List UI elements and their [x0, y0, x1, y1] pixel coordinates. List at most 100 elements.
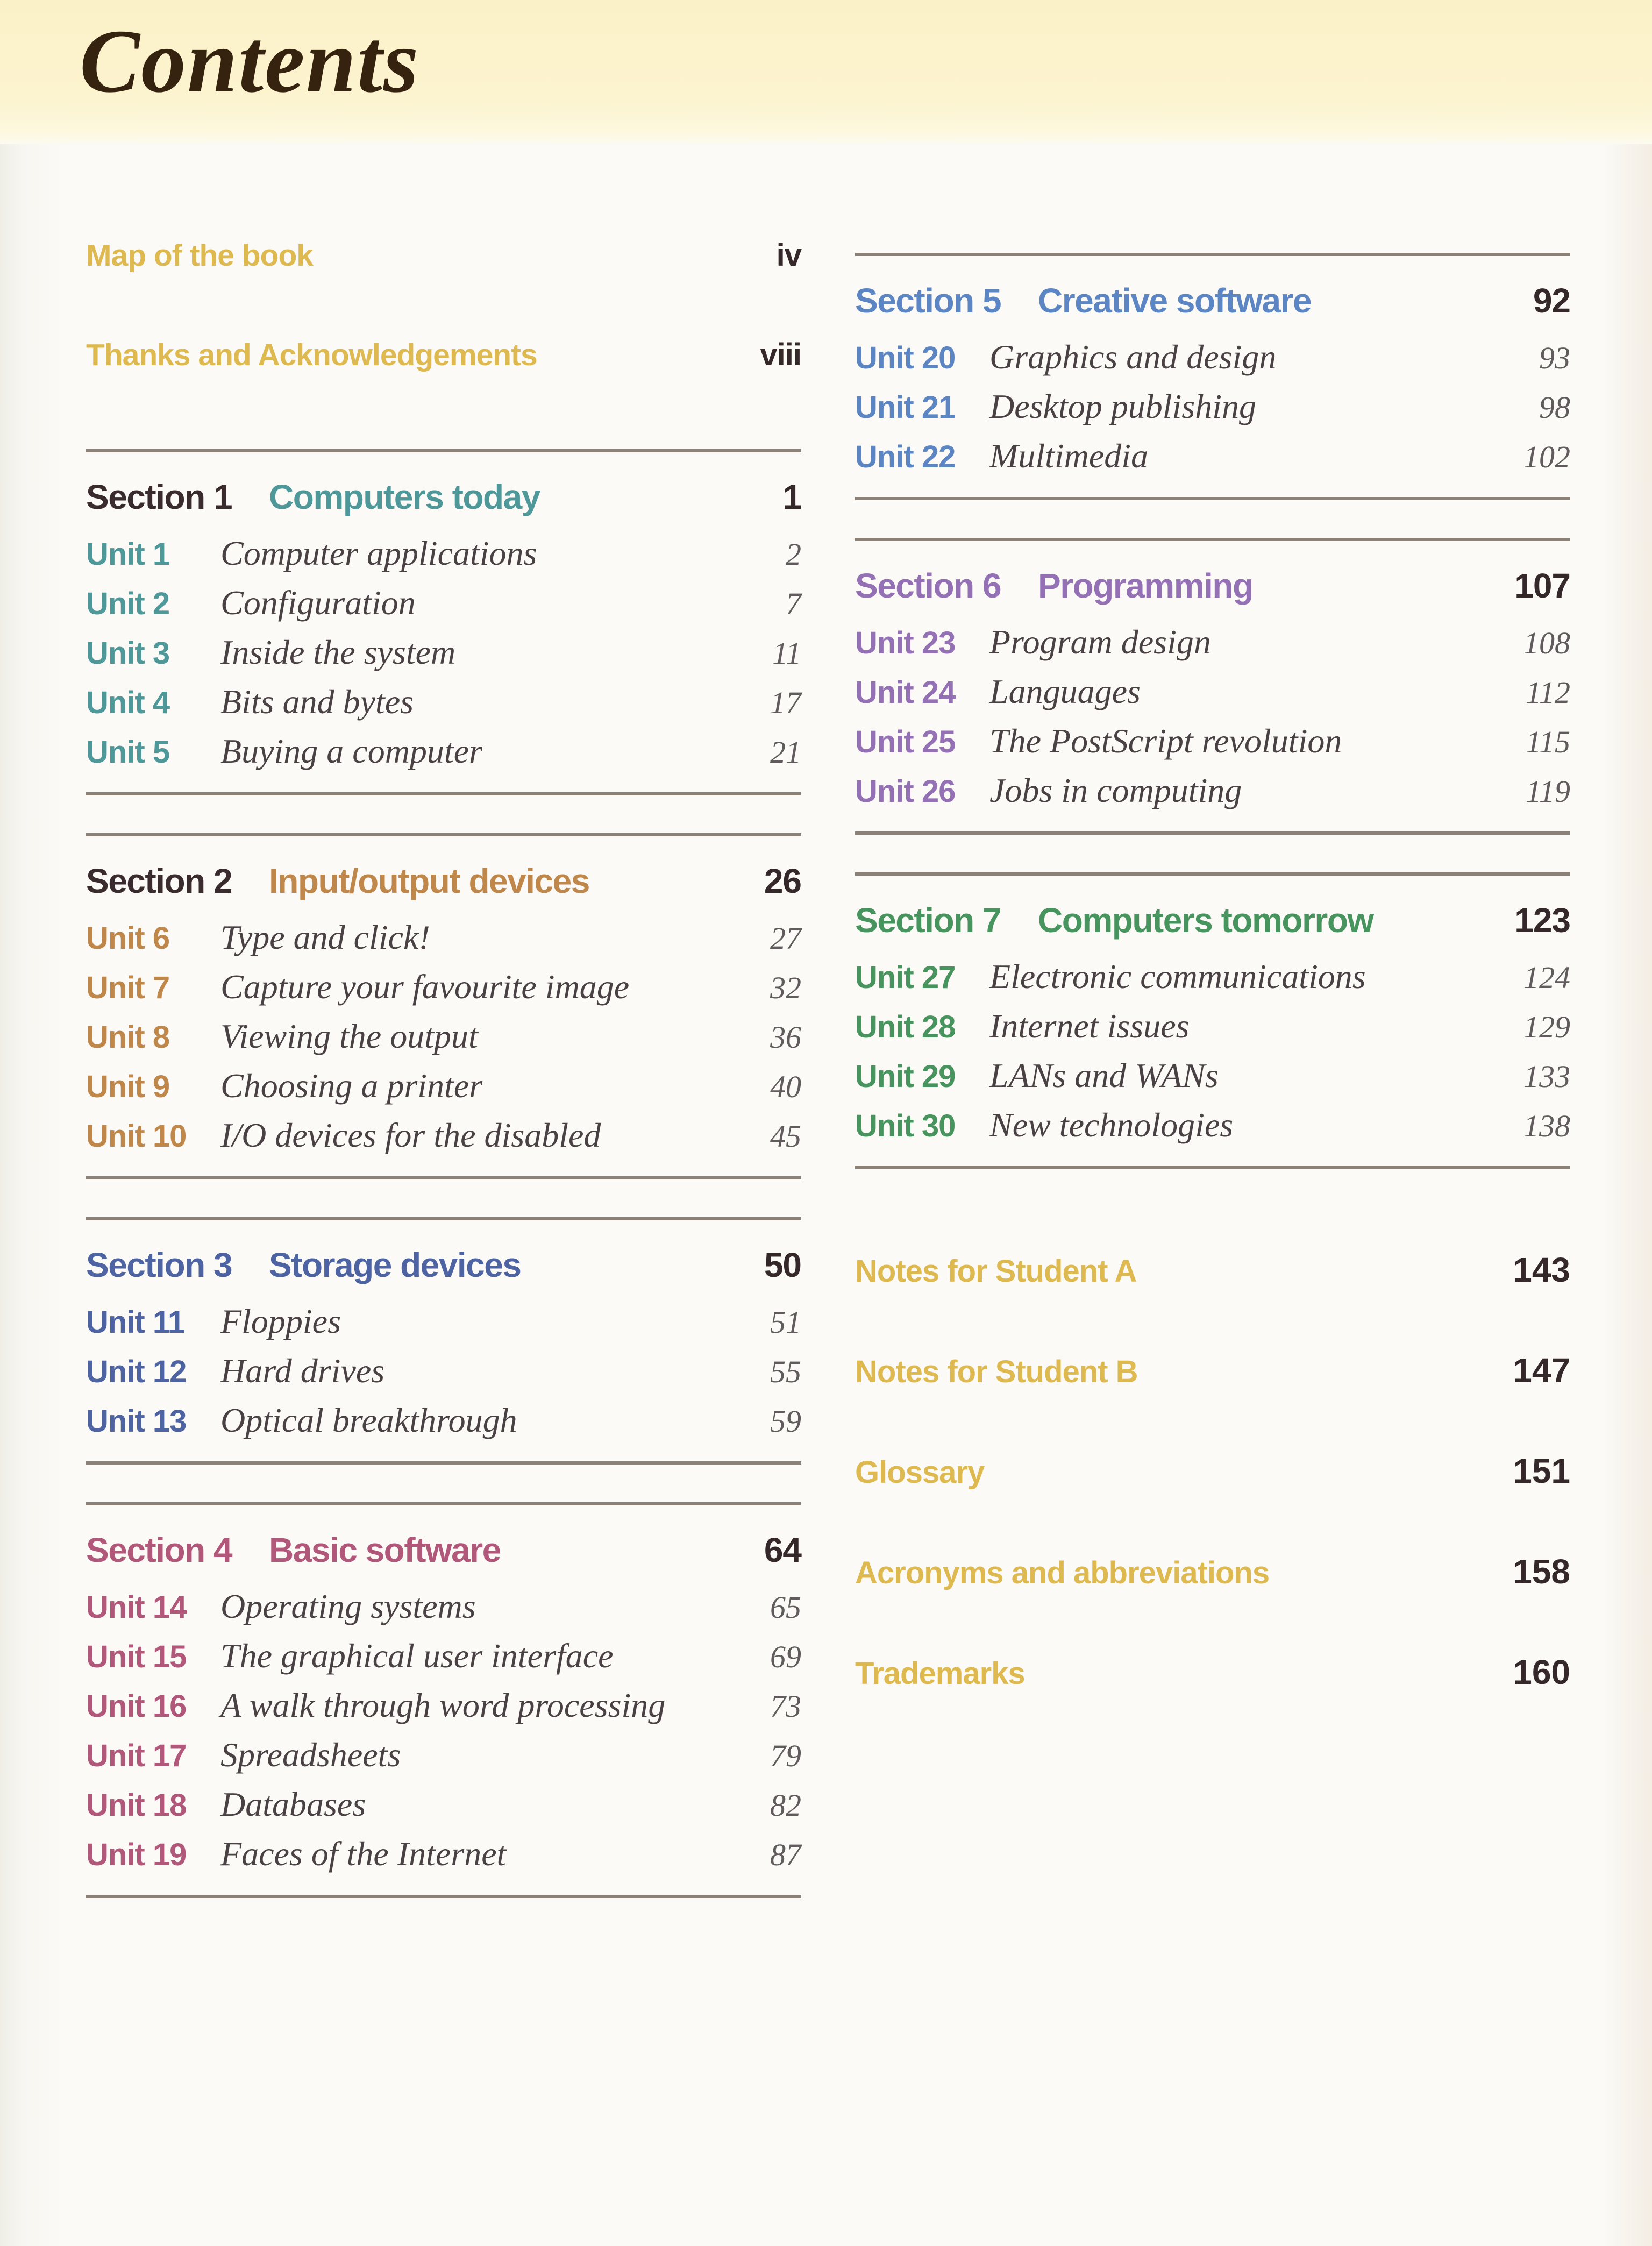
divider	[86, 1217, 801, 1220]
unit-title: New technologies	[989, 1106, 1234, 1144]
section-block-1: Section 1 Computers today 1 Unit 1 Compu…	[86, 449, 802, 795]
unit-label: Unit 27	[855, 960, 956, 995]
unit-label: Unit 20	[855, 340, 956, 375]
unit-page-number: 69	[770, 1639, 801, 1674]
unit-row: Unit 24 Languages 112	[855, 673, 1570, 711]
unit-title: Graphics and design	[989, 338, 1277, 376]
unit-page-number: 11	[772, 636, 801, 671]
section-label: Section 4	[86, 1531, 233, 1569]
unit-page-number: 108	[1523, 626, 1570, 660]
unit-page-number: 21	[770, 735, 801, 770]
section-title: Computers tomorrow	[1038, 901, 1374, 940]
unit-label: Unit 22	[855, 439, 956, 474]
unit-title: Choosing a printer	[220, 1067, 483, 1105]
entry-page-number: 147	[1513, 1351, 1570, 1390]
section-block-5: Section 5 Creative software 92 Unit 20 G…	[855, 253, 1571, 500]
section-heading: Section 5 Creative software 92	[855, 281, 1571, 321]
section-heading: Section 1 Computers today 1	[86, 477, 802, 517]
unit-label: Unit 9	[86, 1069, 170, 1104]
entry-page-number: iv	[776, 238, 802, 273]
unit-page-number: 138	[1523, 1108, 1570, 1143]
unit-page-number: 55	[770, 1354, 801, 1389]
unit-page-number: 93	[1539, 340, 1570, 375]
unit-row: Unit 9 Choosing a printer 40	[86, 1068, 801, 1105]
unit-label: Unit 16	[86, 1689, 187, 1724]
unit-row: Unit 7 Capture your favourite image 32	[86, 969, 801, 1006]
section-label: Section 3	[86, 1246, 233, 1284]
entry-page-number: 143	[1513, 1250, 1570, 1289]
unit-page-number: 17	[770, 685, 801, 720]
unit-label: Unit 11	[86, 1305, 185, 1340]
unit-label: Unit 14	[86, 1590, 187, 1625]
unit-label: Unit 5	[86, 735, 170, 770]
unit-label: Unit 19	[86, 1837, 187, 1872]
entry-label: Acronyms and abbreviations	[855, 1555, 1270, 1590]
unit-row: Unit 12 Hard drives 55	[86, 1353, 801, 1390]
section-heading: Section 6 Programming 107	[855, 566, 1571, 606]
unit-label: Unit 13	[86, 1404, 187, 1439]
unit-page-number: 45	[770, 1119, 801, 1154]
unit-page-number: 102	[1523, 439, 1570, 474]
section-heading: Section 2 Input/output devices 26	[86, 861, 802, 901]
section-title: Storage devices	[269, 1246, 522, 1284]
section-label: Section 1	[86, 478, 233, 516]
unit-row: Unit 29 LANs and WANs 133	[855, 1057, 1570, 1095]
section-block-6: Section 6 Programming 107 Unit 23 Progra…	[855, 538, 1571, 835]
left-column: Map of the book iv Thanks and Acknowledg…	[86, 237, 802, 1898]
unit-row: Unit 10 I/O devices for the disabled 45	[86, 1117, 801, 1155]
section-block-7: Section 7 Computers tomorrow 123 Unit 27…	[855, 872, 1571, 1169]
unit-row: Unit 15 The graphical user interface 69	[86, 1638, 801, 1675]
divider	[86, 449, 801, 452]
section-page-number: 64	[764, 1531, 802, 1569]
unit-title: Inside the system	[220, 633, 456, 671]
entry-page-number: 160	[1513, 1653, 1570, 1691]
divider	[855, 1166, 1570, 1169]
section-title: Input/output devices	[269, 862, 590, 900]
unit-title: Jobs in computing	[989, 771, 1242, 809]
unit-page-number: 59	[770, 1404, 801, 1439]
unit-label: Unit 26	[855, 774, 956, 809]
toc-entry-map-of-the-book: Map of the book iv	[86, 237, 802, 274]
unit-page-number: 65	[770, 1590, 801, 1625]
unit-label: Unit 25	[855, 724, 956, 759]
unit-title: Databases	[220, 1785, 366, 1823]
unit-label: Unit 2	[86, 586, 170, 621]
right-column: Section 5 Creative software 92 Unit 20 G…	[855, 253, 1571, 1694]
unit-label: Unit 15	[86, 1639, 187, 1674]
unit-row: Unit 28 Internet issues 129	[855, 1008, 1570, 1046]
unit-row: Unit 2 Configuration 7	[86, 585, 801, 622]
unit-row: Unit 30 New technologies 138	[855, 1107, 1570, 1145]
unit-title: I/O devices for the disabled	[220, 1116, 601, 1154]
unit-row: Unit 22 Multimedia 102	[855, 438, 1570, 475]
unit-page-number: 40	[770, 1069, 801, 1104]
unit-row: Unit 16 A walk through word processing 7…	[86, 1687, 801, 1725]
unit-title: Floppies	[220, 1302, 341, 1340]
section-block-4: Section 4 Basic software 64 Unit 14 Oper…	[86, 1502, 802, 1898]
section-page-number: 92	[1533, 281, 1571, 320]
divider	[86, 833, 801, 836]
unit-title: A walk through word processing	[220, 1686, 666, 1724]
section-heading: Section 3 Storage devices 50	[86, 1245, 802, 1285]
unit-title: Languages	[989, 672, 1141, 710]
toc-entry-glossary: Glossary 151	[855, 1451, 1570, 1492]
divider	[855, 538, 1570, 541]
toc-entry-notes-student-b: Notes for Student B 147	[855, 1351, 1570, 1392]
unit-row: Unit 17 Spreadsheets 79	[86, 1737, 801, 1774]
unit-label: Unit 24	[855, 675, 956, 710]
entry-page-number: 158	[1513, 1552, 1570, 1591]
section-heading: Section 7 Computers tomorrow 123	[855, 900, 1571, 940]
unit-page-number: 115	[1526, 724, 1570, 759]
unit-title: Operating systems	[220, 1587, 476, 1625]
divider	[855, 831, 1570, 835]
unit-row: Unit 11 Floppies 51	[86, 1303, 801, 1341]
unit-page-number: 133	[1523, 1059, 1570, 1094]
unit-title: Buying a computer	[220, 732, 482, 770]
section-title: Computers today	[269, 478, 540, 516]
unit-row: Unit 19 Faces of the Internet 87	[86, 1836, 801, 1873]
divider	[86, 1176, 801, 1179]
section-page-number: 26	[764, 862, 802, 900]
unit-title: Multimedia	[989, 437, 1149, 475]
section-label: Section 6	[855, 566, 1002, 605]
section-title: Programming	[1038, 566, 1254, 605]
unit-label: Unit 3	[86, 636, 170, 671]
